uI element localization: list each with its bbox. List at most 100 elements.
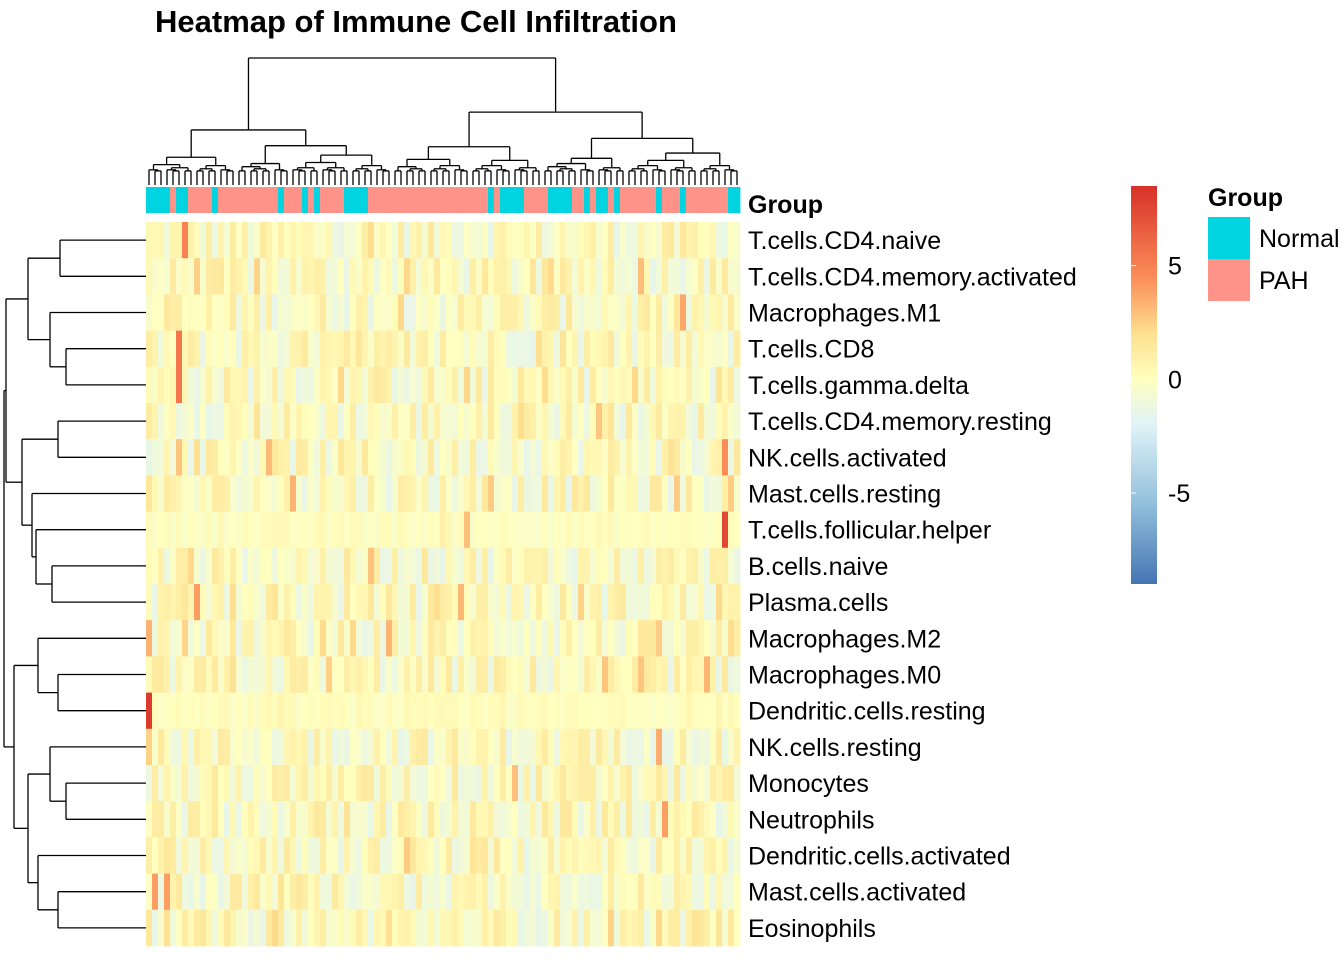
heatmap-cell [668,439,675,476]
heatmap-cell [386,403,393,440]
heatmap-cell [278,584,285,621]
heatmap-cell [284,873,291,911]
heatmap-cell [680,475,687,512]
heatmap-cell [320,547,327,585]
heatmap-cell [206,511,213,549]
heatmap-cell [146,294,153,331]
heatmap-cell [524,620,531,657]
heatmap-cell [176,873,183,911]
heatmap-cell [638,873,645,911]
heatmap-cell [614,403,621,440]
heatmap-cell [476,765,483,802]
heatmap-cell [188,294,195,331]
heatmap-cell [626,258,633,295]
heatmap-cell [230,475,237,512]
heatmap-cell [536,294,543,331]
heatmap-cell [326,656,333,693]
heatmap-cell [524,692,531,730]
heatmap-cell [152,547,159,585]
heatmap-cell [284,656,291,693]
heatmap-cell [242,258,249,295]
heatmap-cell [698,547,705,585]
heatmap-cell [470,692,477,730]
heatmap-cell [338,403,345,440]
heatmap-cell [416,837,423,874]
heatmap-cell [410,801,417,838]
group-annotation-cell [416,187,423,213]
heatmap-cell [200,765,207,802]
heatmap-cell [566,330,573,368]
heatmap-cell [704,511,711,549]
heatmap-cell [704,801,711,838]
heatmap-cell [152,403,159,440]
heatmap-cell [446,403,453,440]
heatmap-cell [302,222,309,259]
heatmap-cell [650,837,657,874]
heatmap-cell [434,801,441,838]
heatmap-cell [242,475,249,512]
heatmap-cell [494,801,501,838]
heatmap-cell [704,258,711,295]
heatmap-cell [164,728,171,766]
heatmap-cell [428,620,435,657]
heatmap-cell [206,584,213,621]
heatmap-cell [188,403,195,440]
heatmap-cell [164,837,171,874]
heatmap-cell [500,692,507,730]
heatmap-cell [422,692,429,730]
heatmap-cell [392,294,399,331]
heatmap-cell [272,366,279,404]
heatmap-cell [194,620,201,657]
heatmap-cell [680,584,687,621]
heatmap-cell [260,511,267,549]
heatmap-cell [464,801,471,838]
heatmap-cell [596,656,603,693]
heatmap-cell [698,909,705,947]
heatmap-cell [374,801,381,838]
group-annotation-cell [542,187,549,213]
heatmap-cell [248,258,255,295]
group-annotation-cell [224,187,231,213]
heatmap-cell [572,728,579,766]
heatmap-cell [470,728,477,766]
heatmap-cell [266,656,273,693]
heatmap-cell [260,801,267,838]
heatmap-cell [446,222,453,259]
heatmap-cell [518,620,525,657]
heatmap-cell [206,801,213,838]
group-annotation-cell [698,187,705,213]
heatmap-cell [416,547,423,585]
heatmap-cell [158,728,165,766]
heatmap-cell [470,801,477,838]
heatmap-cell [212,728,219,766]
heatmap-cell [482,258,489,295]
heatmap-cell [200,801,207,838]
heatmap-cell [734,620,741,657]
heatmap-cell [704,366,711,404]
heatmap-cell [572,547,579,585]
heatmap-cell [464,547,471,585]
heatmap-cell [290,439,297,476]
heatmap-cell [308,366,315,404]
heatmap-cell [398,837,405,874]
heatmap-cell [494,547,501,585]
heatmap-cell [590,801,597,838]
heatmap-cell [638,584,645,621]
heatmap-cell [416,584,423,621]
heatmap-cell [608,765,615,802]
heatmap-cell [200,366,207,404]
heatmap-cell [212,366,219,404]
heatmap-cell [542,222,549,259]
group-annotation-cell [656,187,663,213]
heatmap-cell [584,330,591,368]
heatmap-cell [548,837,555,874]
heatmap-cell [302,439,309,476]
heatmap-cell [164,511,171,549]
heatmap-cell [476,656,483,693]
heatmap-cell [374,403,381,440]
heatmap-cell [506,909,513,947]
heatmap-cell [614,837,621,874]
heatmap-cell [680,656,687,693]
group-annotation-cell [494,187,501,213]
heatmap-cell [638,258,645,295]
